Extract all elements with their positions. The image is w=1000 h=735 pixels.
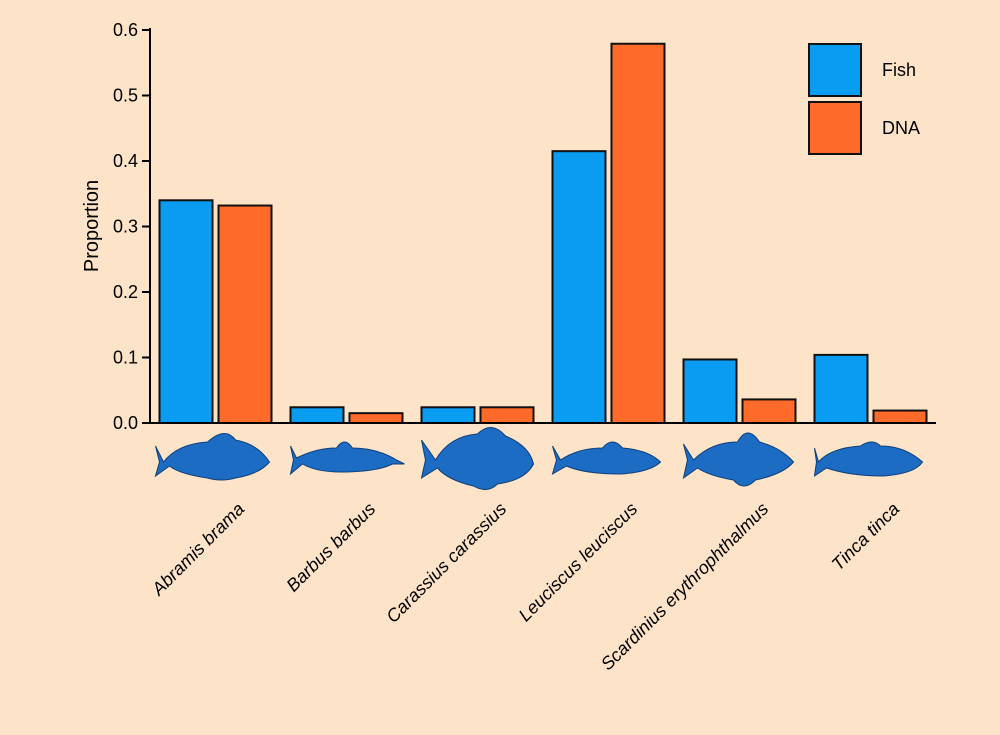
bar-fish [158, 199, 214, 424]
y-tick-label: 0.5 [113, 86, 138, 106]
legend-swatch-fish [808, 43, 862, 97]
category-label: Leuciscus leuciscus [515, 499, 642, 626]
y-tick-label: 0.0 [113, 413, 138, 433]
legend-label-dna: DNA [882, 118, 920, 138]
y-axis-title: Proportion [81, 180, 103, 272]
bar-dna [479, 406, 535, 424]
rudd-fish-icon [682, 432, 795, 487]
bream-fish-icon [154, 433, 271, 481]
bar-fish [551, 150, 607, 425]
y-tick-label: 0.1 [113, 348, 138, 368]
bar-dna [741, 398, 797, 425]
category-label: Tinca tinca [828, 499, 904, 575]
bar-dna [217, 204, 273, 424]
fish-icons-group [154, 427, 924, 490]
y-tick-label: 0.4 [113, 151, 138, 171]
y-ticks-group: 0.0 0.1 0.2 0.3 0.4 0.5 0.6 [113, 20, 150, 433]
bars-group [158, 42, 928, 425]
y-tick-label: 0.3 [113, 217, 138, 237]
bar-fish [813, 353, 869, 425]
bar-dna [872, 409, 928, 424]
legend-label-fish: Fish [882, 60, 916, 80]
category-label: Carassius carassius [382, 499, 510, 627]
bar-dna [610, 42, 666, 424]
bar-fish [289, 406, 345, 424]
tench-fish-icon [813, 441, 924, 478]
bar-dna [348, 412, 404, 424]
bar-fish [420, 406, 476, 424]
y-tick-label: 0.2 [113, 282, 138, 302]
y-tick-label: 0.6 [113, 20, 138, 40]
category-label: Abramis brama [147, 499, 248, 600]
dace-fish-icon [551, 441, 662, 476]
barbel-fish-icon [289, 441, 405, 476]
crucian-carp-fish-icon [420, 427, 535, 490]
legend: Fish DNA [808, 43, 920, 155]
legend-swatch-dna [808, 101, 862, 155]
bar-fish [682, 358, 738, 424]
category-labels-group: Abramis brama Barbus barbus Carassius cara… [147, 499, 903, 674]
category-label: Barbus barbus [282, 499, 379, 596]
